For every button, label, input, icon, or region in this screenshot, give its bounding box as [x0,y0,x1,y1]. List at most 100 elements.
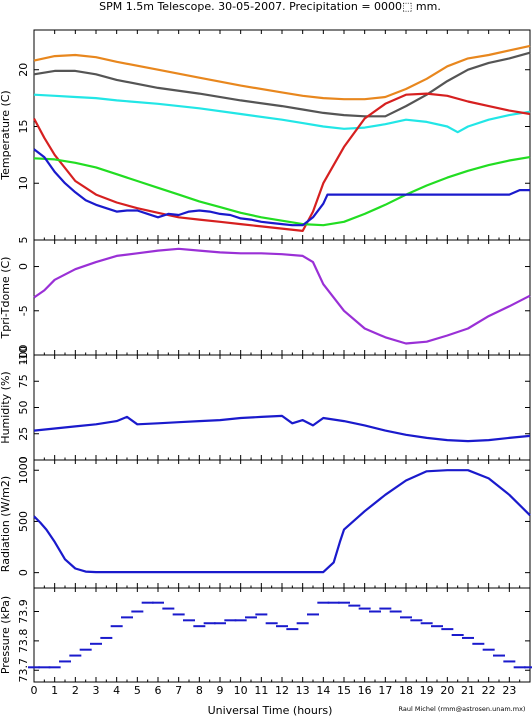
y-tick-label: 1000 [17,456,30,484]
data-point [420,622,433,625]
data-point [369,610,381,613]
x-tick-label: 1 [51,684,58,697]
series-line-blue [33,414,531,443]
data-point [451,634,464,636]
data-point [121,616,133,619]
data-point [296,622,309,625]
data-point [152,601,164,604]
data-point [286,628,299,631]
data-point [431,625,443,628]
data-point [389,610,402,613]
data-point [441,628,454,631]
data-point [338,601,350,604]
panel-4: 0 500 1000 Radiation (W/m2) [0,456,531,589]
y-tick-label: -5 [17,305,30,316]
x-tick-label: 16 [358,684,372,697]
x-tick-label: 18 [399,684,413,697]
data-point [462,636,474,639]
x-tick-label: 20 [440,684,454,697]
x-tick-label: 13 [296,684,310,697]
data-point [224,619,237,622]
series-line-gray [33,51,531,118]
data-point [307,613,319,616]
data-point [110,625,123,628]
panel-1: 5 10 15 20 Temperature (C) [0,29,531,244]
y-tick-label: 15 [17,119,30,133]
y-tick-label: 75 [17,374,30,388]
data-point [48,666,61,669]
x-tick-label: 14 [316,684,330,697]
data-point [90,642,102,645]
panel-2: -10 -5 0 Tpri-Tdome (C) [0,239,531,364]
data-point [162,607,175,610]
y-tick-label: 73.8 [17,629,30,654]
data-point [234,619,247,622]
x-tick-label: 17 [378,684,392,697]
x-tick-label: 10 [234,684,248,697]
y-tick-label: 100 [17,345,30,366]
x-tick-label: 22 [482,684,496,697]
y-tick-label: -10 [17,346,30,364]
chart-title: SPM 1.5m Telescope. 30-05-2007. Precipit… [99,0,441,13]
x-tick-label: 23 [502,684,516,697]
data-point [524,666,532,669]
credit-text: Raul Michel (rmm@astrosen.unam.mx) [399,705,526,713]
data-point [214,622,226,625]
data-point [141,601,154,604]
x-tick-label: 11 [254,684,268,697]
data-point [38,666,51,669]
series-line-blue [33,469,531,574]
y-tick-label: 500 [17,511,30,532]
data-point [482,648,495,651]
data-point [69,654,82,657]
x-tick-label: 6 [155,684,162,697]
y-tick-label: 0 [17,457,30,464]
y-tick-label: 0 [17,569,30,576]
data-point [493,654,505,657]
data-point [317,601,330,604]
y-tick-label: 25 [17,427,30,441]
data-point [513,666,526,669]
x-tick-label: 4 [113,684,120,697]
panel-3: 0 25 50 75 100 Humidity (%) [0,345,531,464]
data-point [100,636,113,639]
y-axis-label: Humidity (%) [0,371,12,443]
y-tick-label: 20 [17,63,30,77]
x-tick-label: 0 [31,684,38,697]
data-point [358,607,371,610]
data-point [183,619,195,622]
data-point [203,622,216,625]
data-point [265,622,278,625]
series-line-red [33,92,531,232]
x-tick-label: 15 [337,684,351,697]
y-tick-label: 50 [17,401,30,415]
data-point [172,613,185,616]
data-point [28,666,40,669]
data-point [472,642,485,645]
panel-frame [33,459,531,589]
series-line-orange [33,44,531,101]
series-line-blue [33,148,530,227]
series-line-cyan [33,93,531,134]
data-point [503,660,516,663]
x-tick-label: 7 [175,684,182,697]
x-tick-label: 2 [72,684,79,697]
y-tick-label: 5 [17,237,30,244]
x-tick-label: 12 [275,684,289,697]
data-point [131,610,144,613]
data-point [327,601,340,604]
data-point [348,604,361,607]
y-tick-label: 10 [17,176,30,190]
y-axis-label: Radiation (W/m2) [0,476,12,572]
panel-frame [33,354,531,461]
x-tick-label: 3 [93,684,100,697]
data-point [276,625,288,628]
x-tick-label: 5 [134,684,141,697]
y-tick-label: 0 [17,263,30,270]
data-point [255,613,268,616]
y-tick-label: 73.7 [17,658,30,683]
data-point [410,619,423,622]
data-point [400,616,412,619]
